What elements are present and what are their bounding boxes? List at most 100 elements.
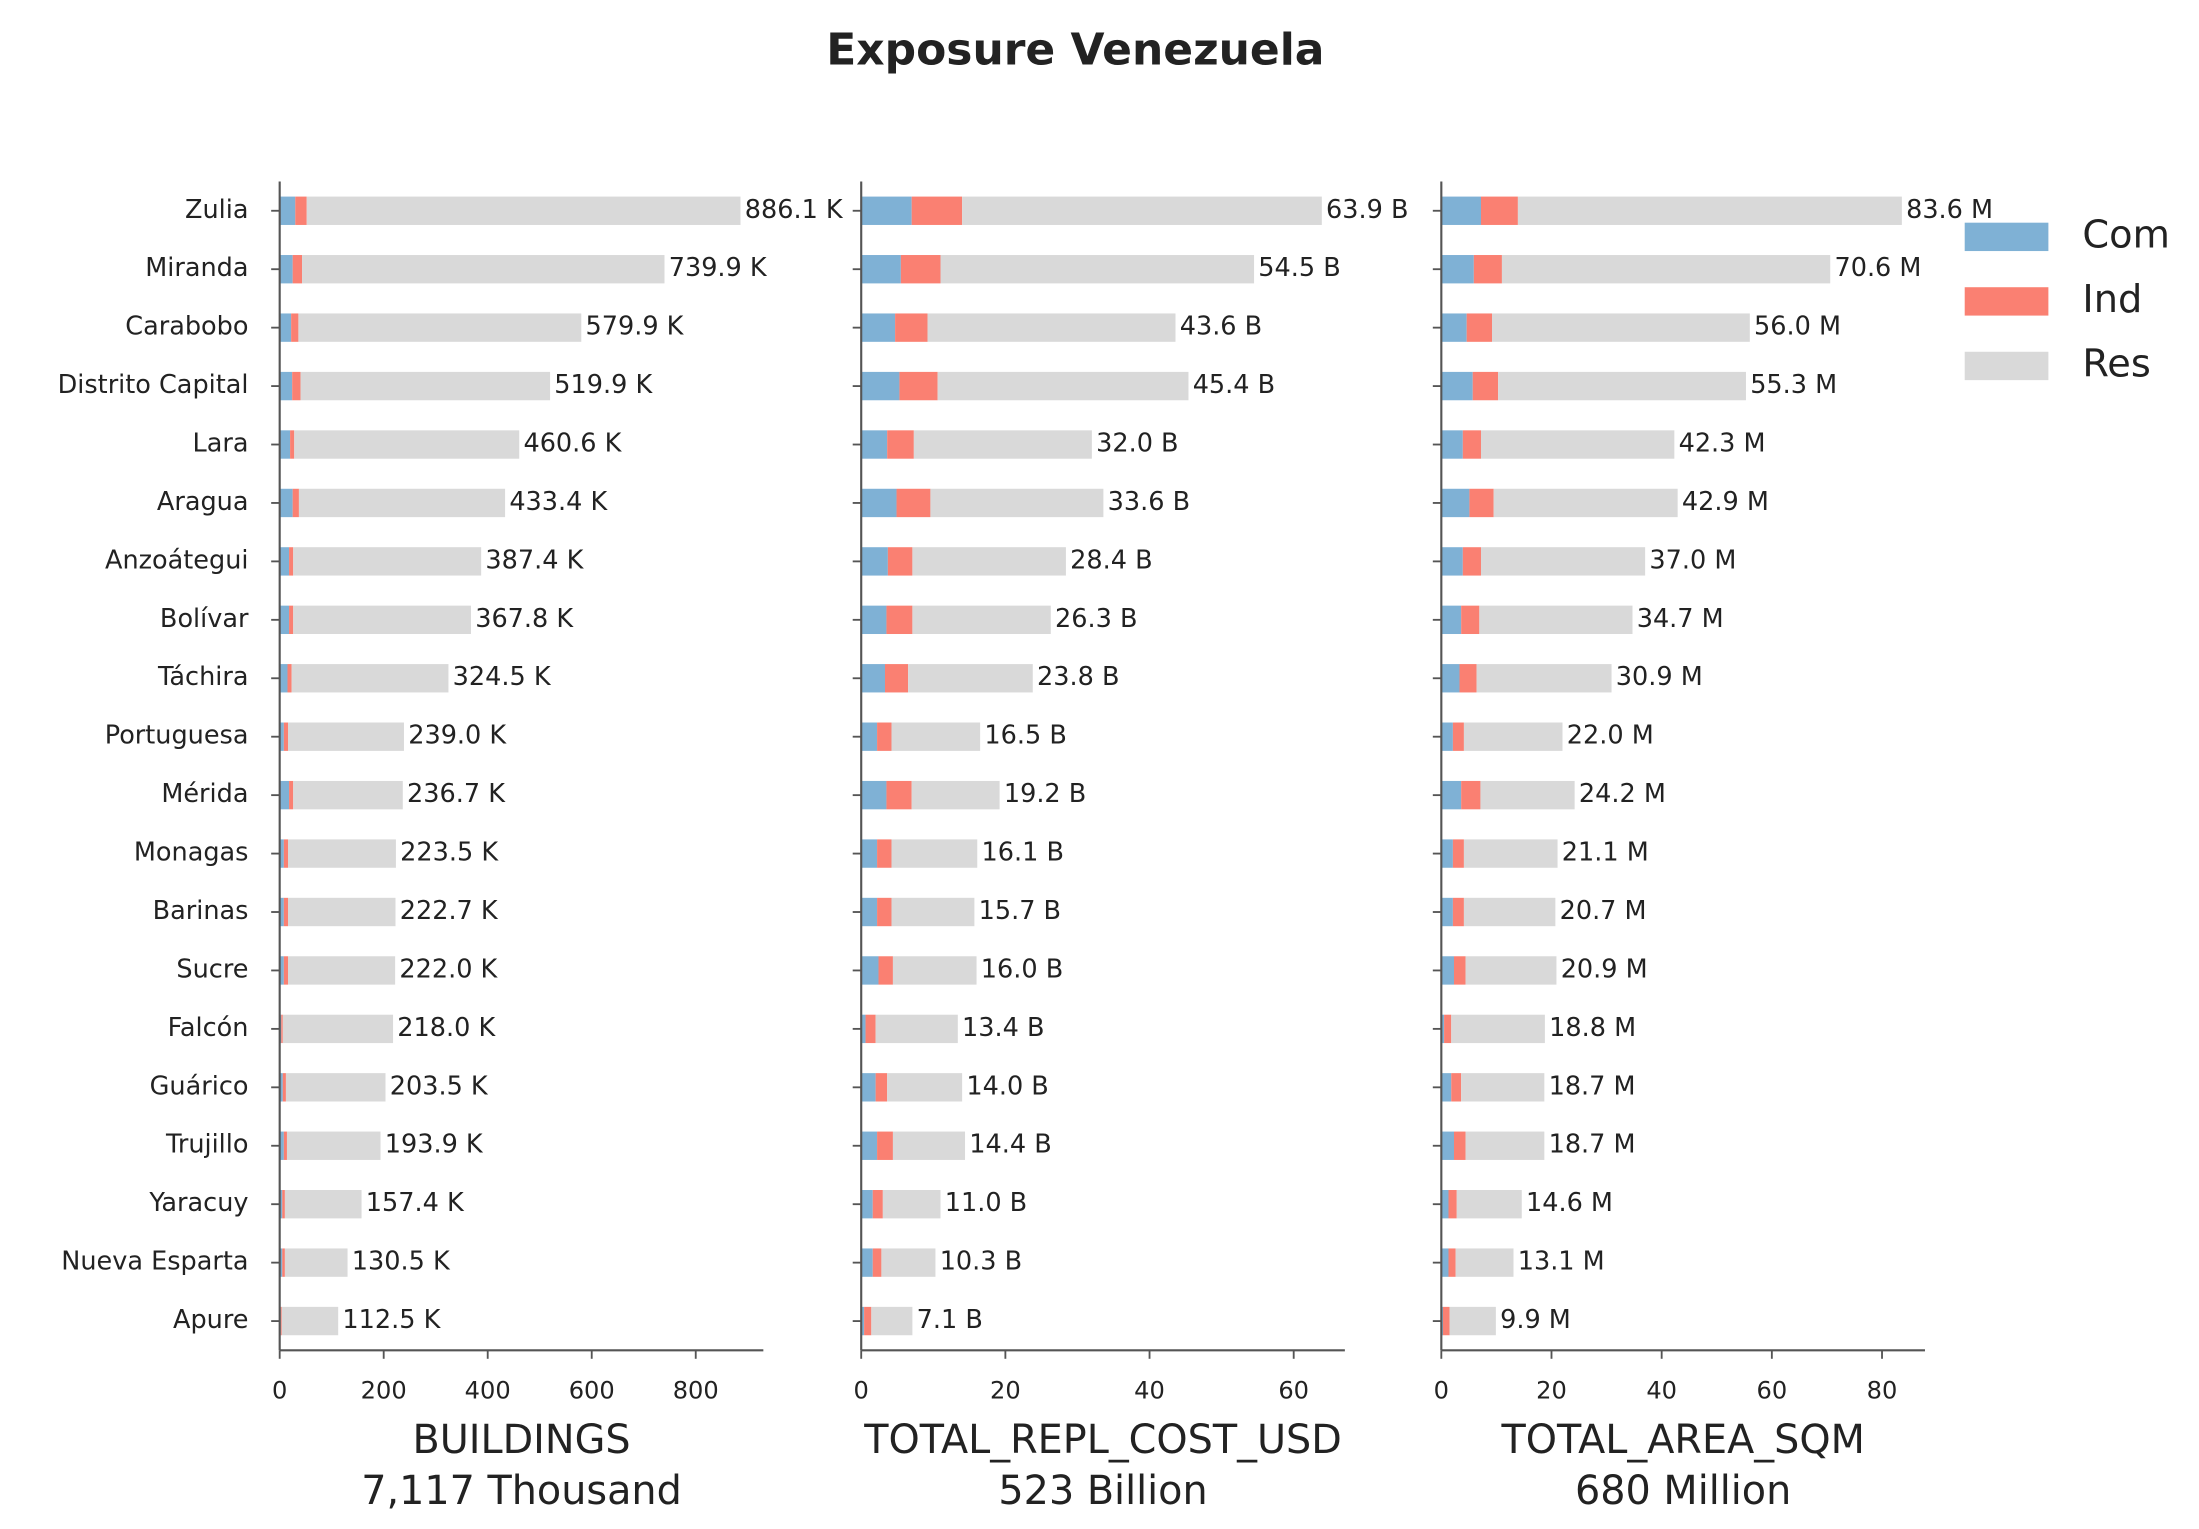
bar-segment	[284, 1248, 348, 1277]
bar-segment	[861, 664, 886, 693]
bar-segment	[1480, 547, 1646, 576]
bar-segment	[279, 1248, 283, 1277]
bar-segment	[1479, 605, 1633, 635]
x-tick-label: 20	[990, 1376, 1021, 1404]
y-tick-label: Trujillo	[165, 1130, 248, 1160]
bar-segment	[861, 371, 900, 401]
bar-segment	[878, 956, 893, 985]
total-label: 130.5 K	[352, 1247, 451, 1277]
bar-segment	[279, 313, 292, 342]
bar-segment	[1462, 547, 1481, 576]
bar-segment	[279, 547, 290, 576]
legend-swatch	[1964, 222, 2049, 252]
total-label: 11.0 B	[945, 1188, 1027, 1218]
legend-label: Ind	[2082, 277, 2142, 322]
bar-segment	[861, 780, 887, 810]
bar-segment	[911, 196, 963, 225]
bar-segment	[1466, 313, 1493, 342]
bar-segment	[1453, 1131, 1466, 1160]
bar-segment	[288, 956, 396, 985]
total-label: 15.7 B	[979, 896, 1061, 926]
bar-segment	[284, 1190, 362, 1219]
total-label: 28.4 B	[1070, 545, 1152, 575]
total-label: 16.5 B	[984, 721, 1066, 751]
bar-segment	[1501, 255, 1831, 284]
bar-segment	[872, 1190, 883, 1219]
total-label: 367.8 K	[475, 604, 574, 634]
x-tick-label: 200	[361, 1376, 407, 1404]
bar-segment	[875, 1014, 958, 1044]
bar-segment	[279, 897, 284, 927]
bar-segment	[1441, 605, 1462, 635]
bar-segment	[861, 956, 879, 985]
bar-segment	[295, 196, 307, 225]
total-label: 42.9 M	[1682, 487, 1769, 517]
bar-segment	[279, 1131, 284, 1160]
total-label: 37.0 M	[1649, 545, 1736, 575]
bar-segment	[1459, 664, 1477, 693]
bar-segment	[886, 780, 912, 810]
bar-segment	[899, 371, 938, 401]
total-label: 54.5 B	[1258, 253, 1340, 283]
bar-segment	[861, 1248, 873, 1277]
bar-segment	[1480, 780, 1575, 810]
y-tick-label: Portuguesa	[105, 721, 249, 751]
bar-segment	[1441, 839, 1453, 868]
bar-segment	[895, 313, 928, 342]
bar-segment	[900, 255, 941, 284]
total-label: 739.9 K	[669, 253, 768, 283]
bar-segment	[289, 605, 294, 635]
bar-segment	[1448, 1190, 1457, 1219]
bar-segment	[962, 196, 1322, 225]
bar-segment	[283, 839, 289, 868]
bar-segment	[877, 897, 892, 927]
y-tick-label: Mérida	[161, 779, 248, 809]
bar-segment	[293, 780, 403, 810]
bar-segment	[293, 547, 482, 576]
x-tick-label: 60	[1278, 1376, 1309, 1404]
bar-segment	[1463, 722, 1563, 751]
bar-segment	[1441, 1248, 1449, 1277]
bar-segment	[875, 1073, 888, 1102]
total-label: 32.0 B	[1096, 429, 1178, 459]
bar-segment	[279, 605, 290, 635]
bar-segment	[279, 722, 284, 751]
bar-segment	[1449, 1306, 1496, 1336]
bar-segment	[302, 255, 665, 284]
bar-segment	[1498, 371, 1746, 401]
bar-segment	[891, 722, 981, 751]
x-tick-label: 800	[673, 1376, 719, 1404]
total-label: 13.1 M	[1518, 1247, 1605, 1277]
bar-segment	[283, 722, 289, 751]
bar-segment	[282, 1248, 285, 1277]
total-label: 203.5 K	[390, 1071, 489, 1101]
total-label: 324.5 K	[453, 662, 552, 692]
bar-segment	[279, 839, 284, 868]
bar-segment	[280, 1306, 282, 1336]
bar-segment	[1473, 255, 1502, 284]
bar-segment	[291, 313, 299, 342]
bar-segment	[861, 1014, 866, 1044]
total-label: 579.9 K	[586, 312, 685, 342]
bar-segment	[279, 488, 293, 518]
bar-segment	[285, 1073, 386, 1102]
total-label: 519.9 K	[554, 370, 653, 400]
bar-segment	[861, 547, 888, 576]
y-tick-label: Nueva Esparta	[61, 1247, 248, 1277]
bar-segment	[913, 430, 1092, 459]
x-tick-label: 0	[1434, 1376, 1449, 1404]
x-axis-note: 7,117 Thousand	[361, 1468, 682, 1514]
total-label: 16.0 B	[981, 954, 1063, 984]
y-tick-label: Monagas	[134, 838, 249, 868]
bar-segment	[881, 1248, 936, 1277]
bar-segment	[287, 664, 292, 693]
bar-segment	[1441, 780, 1462, 810]
y-tick-label: Guárico	[150, 1071, 249, 1101]
total-label: 26.3 B	[1055, 604, 1137, 634]
x-tick-label: 600	[569, 1376, 615, 1404]
total-label: 19.2 B	[1004, 779, 1086, 809]
bar-segment	[891, 839, 978, 868]
x-tick-label: 0	[854, 1376, 869, 1404]
